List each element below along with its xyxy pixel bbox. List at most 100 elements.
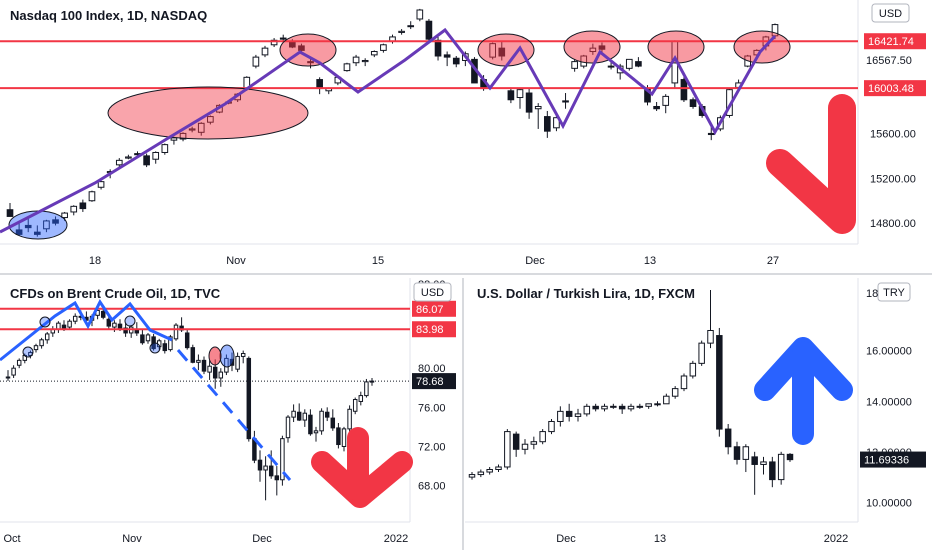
candle-body	[352, 56, 360, 64]
candle-body	[689, 362, 697, 377]
candle-body	[610, 405, 617, 408]
candle-body	[52, 219, 59, 224]
x-tick-label: Nov	[226, 255, 246, 267]
candle-body	[235, 355, 240, 370]
candle-body	[769, 461, 776, 481]
panel-gap	[0, 272, 932, 278]
brent-title: CFDs on Brent Crude Oil, 1D, TVC	[10, 286, 221, 301]
candle-body	[786, 453, 794, 461]
usd-currency-badge[interactable]	[871, 3, 910, 23]
blue-pivot-ellipse	[219, 344, 235, 368]
price-tick-label: 76.00	[418, 402, 446, 414]
candle-body	[521, 443, 529, 450]
usdtry-panel[interactable]: U.S. Dollar / Turkish Lira, 1D, FXCM 16.…	[465, 278, 926, 545]
candle-body	[398, 30, 405, 33]
candle-body	[777, 453, 785, 481]
candle-body	[61, 324, 67, 329]
candle-body	[407, 25, 415, 28]
nasdaq-panel[interactable]: Nasdaq 100 Index, 1D, NASDAQ 16000.00156…	[0, 0, 926, 267]
candle-body	[280, 438, 285, 481]
candle-body	[145, 334, 151, 342]
candle-body	[162, 343, 168, 352]
candle-body	[263, 465, 268, 471]
candle-body	[625, 58, 633, 69]
candle-body	[184, 332, 190, 349]
candle-body	[268, 465, 274, 477]
usd-currency-label: USD	[879, 8, 902, 20]
candle-body	[468, 474, 476, 478]
last-price-label-box	[860, 451, 926, 468]
candle-body	[716, 335, 723, 430]
candle-body	[618, 405, 626, 410]
candle-body	[70, 205, 78, 213]
candle-body	[97, 181, 105, 188]
candle-body	[707, 329, 714, 344]
candle-body	[592, 405, 599, 410]
candle-body	[565, 410, 573, 417]
candle-body	[583, 405, 591, 415]
candle-body	[336, 427, 341, 446]
brent-panel[interactable]: CFDs on Brent Crude Oil, 1D, TVC 80.00 76…	[0, 278, 456, 545]
candle-body	[106, 318, 112, 327]
candle-body	[100, 310, 106, 318]
x-tick-label: 27	[767, 255, 779, 267]
top-ellipse	[279, 33, 337, 67]
candle-body	[654, 403, 661, 406]
pivot-marker	[124, 315, 136, 327]
line-price-label-box	[864, 33, 926, 50]
pivot-marker	[22, 346, 34, 358]
candle-body	[143, 155, 150, 166]
candle-body	[24, 224, 32, 229]
candle-body	[56, 322, 61, 330]
x-tick-label: 2022	[824, 533, 848, 545]
candle-body	[543, 116, 551, 132]
candle-body	[15, 229, 23, 235]
try-currency-badge[interactable]	[877, 282, 911, 302]
candle-body	[539, 431, 546, 443]
low-ellipse	[8, 210, 68, 240]
candle-body	[296, 411, 302, 421]
candle-body	[324, 411, 330, 418]
candle-body	[246, 357, 252, 440]
candle-body	[240, 353, 246, 357]
candle-body	[562, 100, 569, 103]
candle-body	[188, 128, 196, 131]
candle-body	[742, 446, 750, 460]
candle-body	[341, 428, 347, 447]
candle-body	[548, 420, 555, 433]
candle-body	[601, 405, 608, 410]
candle-body	[477, 471, 485, 476]
candle-body	[698, 342, 705, 364]
candle-body	[257, 459, 263, 471]
candle-body	[347, 408, 352, 430]
price-tick-label: 68.00	[418, 481, 446, 493]
x-tick-label: 15	[372, 255, 384, 267]
trend-path	[0, 27, 777, 234]
line-price-label: 86.07	[416, 304, 444, 316]
pivot-marker	[149, 342, 161, 354]
candle-body	[512, 433, 520, 450]
x-tick-label: 13	[654, 533, 666, 545]
line-price-label: 83.98	[416, 324, 444, 336]
candle-body	[434, 39, 442, 57]
candle-body	[197, 122, 205, 133]
candle-body	[252, 56, 260, 67]
last-price-label: 16567.50	[866, 55, 912, 67]
x-tick-label: Nov	[122, 533, 142, 545]
candle-body	[416, 9, 424, 20]
pivot-marker	[39, 316, 51, 328]
candle-body	[452, 57, 460, 65]
usd-currency-badge-2[interactable]	[413, 282, 452, 302]
x-tick-label: 2022	[384, 533, 408, 545]
candle-body	[285, 416, 291, 439]
candle-body	[5, 376, 11, 379]
candle-body	[140, 334, 145, 344]
candle-body	[557, 410, 564, 422]
candle-body	[319, 410, 324, 432]
down-arrow	[766, 94, 856, 234]
candle-body	[525, 92, 533, 113]
candle-body	[173, 324, 179, 340]
candle-body	[364, 381, 369, 397]
candle-body	[751, 456, 758, 465]
